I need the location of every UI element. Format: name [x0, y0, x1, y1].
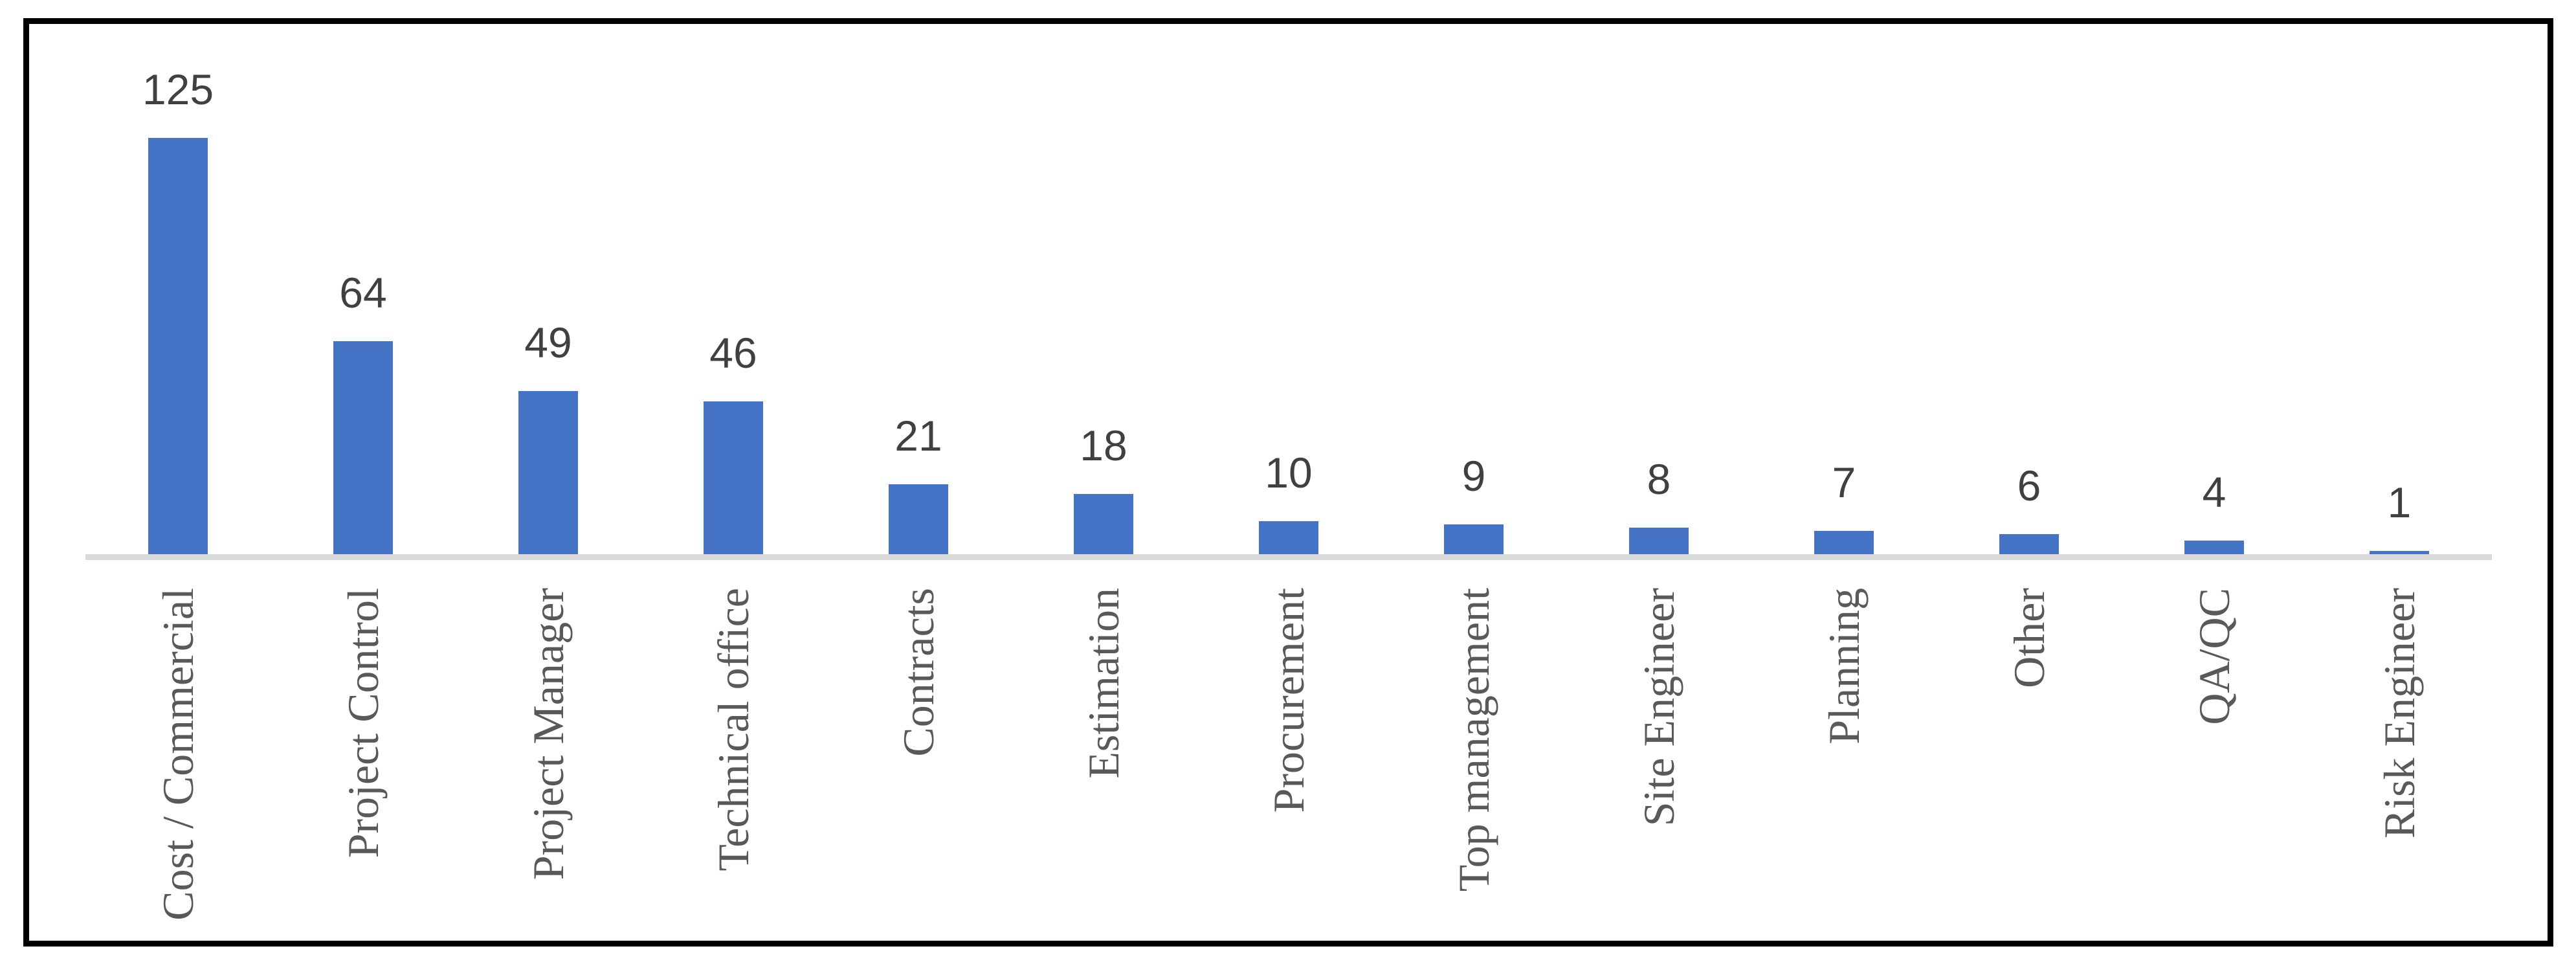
bar — [1259, 521, 1318, 554]
plot-area: 125 64 49 46 21 18 10 9 8 7 6 4 1 — [85, 0, 2492, 554]
bar-column: 4 — [2122, 0, 2307, 554]
bar-column: 1 — [2307, 0, 2492, 554]
bar — [1444, 524, 1504, 554]
bar — [1999, 534, 2059, 554]
bar-column: 64 — [271, 0, 456, 554]
bar — [889, 484, 948, 554]
bar-value-label: 9 — [1461, 452, 1486, 500]
bar-column: 8 — [1566, 0, 1751, 554]
bar-value-label: 125 — [142, 65, 214, 113]
bar-value-label: 7 — [1832, 458, 1856, 506]
bar — [1814, 531, 1874, 554]
x-axis-line — [85, 554, 2492, 560]
bar — [518, 391, 578, 554]
bar-value-label: 10 — [1265, 449, 1313, 497]
bar-value-label: 1 — [2387, 478, 2412, 526]
bar — [148, 138, 208, 554]
bar-column: 10 — [1196, 0, 1381, 554]
bar-column: 21 — [826, 0, 1011, 554]
bar — [2184, 541, 2244, 554]
bar-column: 18 — [1011, 0, 1196, 554]
bar — [333, 341, 393, 554]
bar — [2370, 551, 2429, 554]
bar — [704, 401, 763, 554]
bar-value-label: 49 — [524, 319, 572, 366]
chart-frame — [23, 18, 2553, 947]
bar-value-label: 8 — [1647, 455, 1671, 503]
bar-value-label: 21 — [894, 412, 942, 460]
bar-value-label: 6 — [2017, 462, 2041, 510]
bar — [1629, 528, 1689, 554]
bar-column: 46 — [641, 0, 826, 554]
bar-column: 6 — [1937, 0, 2122, 554]
bar-column: 7 — [1751, 0, 1937, 554]
bar-value-label: 46 — [709, 329, 757, 377]
bar — [1074, 494, 1133, 554]
bar-column: 49 — [456, 0, 641, 554]
bar-value-label: 18 — [1080, 421, 1127, 469]
bar-value-label: 4 — [2202, 468, 2226, 516]
bar-column: 9 — [1381, 0, 1566, 554]
bar-value-label: 64 — [339, 269, 387, 317]
bar-column: 125 — [85, 0, 271, 554]
